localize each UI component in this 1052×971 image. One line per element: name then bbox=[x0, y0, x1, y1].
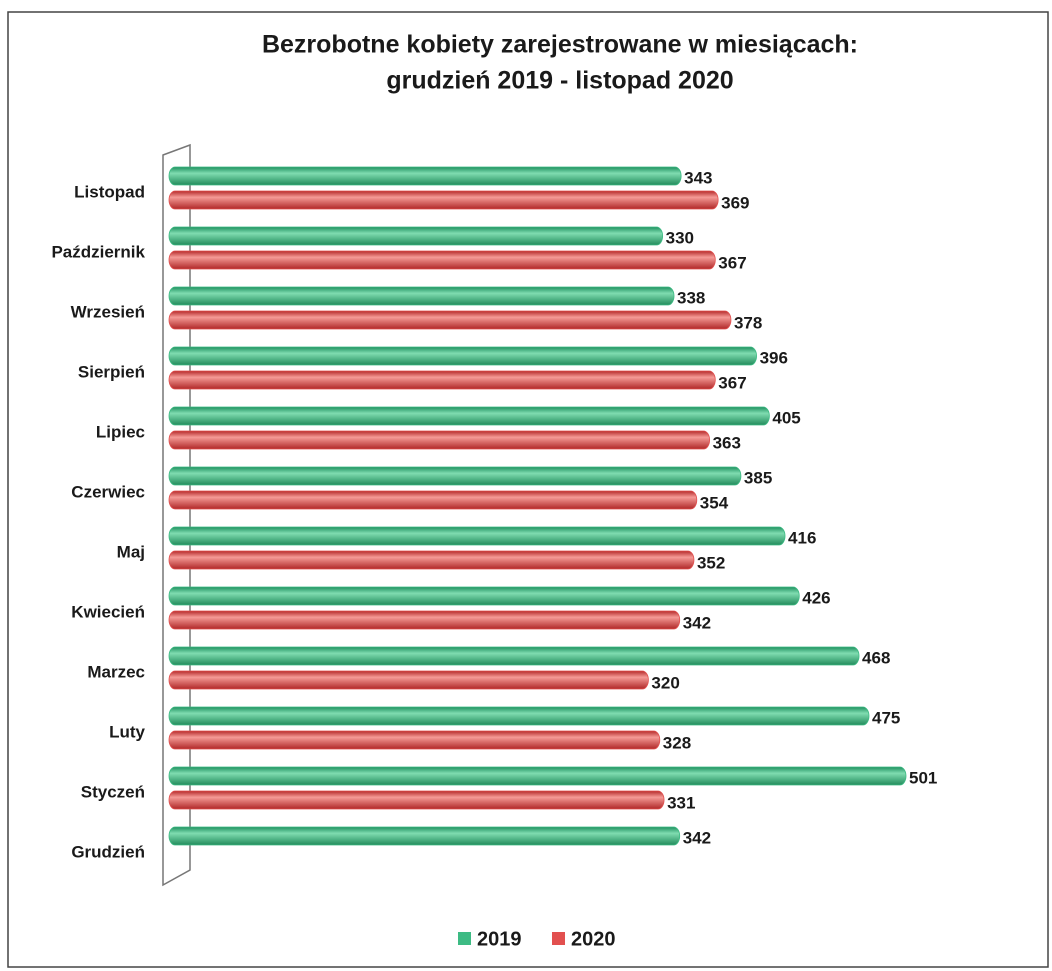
bar bbox=[168, 610, 681, 630]
axis-wall bbox=[162, 143, 191, 887]
bar bbox=[168, 430, 711, 450]
data-label: 367 bbox=[718, 373, 746, 392]
chart-border bbox=[7, 11, 1049, 968]
bar bbox=[168, 766, 907, 786]
bar bbox=[168, 586, 800, 606]
legend: 2019 2020 bbox=[458, 928, 616, 950]
data-label: 331 bbox=[667, 793, 695, 812]
chart-title: grudzień 2019 - listopad 2020 bbox=[386, 67, 733, 95]
y-tick-label: Styczeń bbox=[81, 782, 145, 801]
y-tick-label: Grudzień bbox=[71, 842, 145, 861]
y-tick-label: Lipiec bbox=[96, 422, 145, 441]
legend-swatch bbox=[458, 932, 471, 945]
data-label: 385 bbox=[744, 468, 772, 487]
data-label: 367 bbox=[718, 253, 746, 272]
bar bbox=[168, 466, 742, 486]
data-label: 338 bbox=[677, 288, 705, 307]
bar bbox=[168, 730, 661, 750]
bar bbox=[168, 226, 664, 246]
bar bbox=[168, 346, 757, 366]
bar bbox=[168, 490, 698, 510]
bar bbox=[168, 190, 719, 210]
data-label: 378 bbox=[734, 313, 762, 332]
y-tick-label: Luty bbox=[109, 722, 145, 741]
bar bbox=[168, 550, 695, 570]
data-label: 501 bbox=[909, 768, 937, 787]
bar bbox=[168, 370, 716, 390]
data-label: 320 bbox=[651, 673, 679, 692]
data-label: 369 bbox=[721, 193, 749, 212]
bar bbox=[168, 166, 682, 186]
data-label: 416 bbox=[788, 528, 816, 547]
data-label: 330 bbox=[666, 228, 694, 247]
bar bbox=[168, 670, 649, 690]
y-tick-label: Kwiecień bbox=[71, 602, 145, 621]
data-label: 396 bbox=[760, 348, 788, 367]
data-label: 475 bbox=[872, 708, 900, 727]
bar bbox=[168, 250, 716, 270]
y-tick-label: Maj bbox=[117, 542, 145, 561]
legend-label: 2019 bbox=[477, 928, 522, 950]
data-label: 363 bbox=[713, 433, 741, 452]
data-label: 354 bbox=[700, 493, 729, 512]
data-label: 405 bbox=[772, 408, 800, 427]
bar bbox=[168, 526, 786, 546]
data-label: 342 bbox=[683, 828, 711, 847]
data-label: 468 bbox=[862, 648, 890, 667]
bar bbox=[168, 826, 681, 846]
bar bbox=[168, 286, 675, 306]
bar bbox=[168, 790, 665, 810]
y-tick-label: Listopad bbox=[74, 182, 145, 201]
data-label: 352 bbox=[697, 553, 725, 572]
y-tick-label: Sierpień bbox=[78, 362, 145, 381]
bar bbox=[168, 706, 870, 726]
y-tick-label: Czerwiec bbox=[71, 482, 145, 501]
legend-swatch bbox=[552, 932, 565, 945]
data-label: 342 bbox=[683, 613, 711, 632]
y-tick-label: Październik bbox=[51, 242, 145, 261]
chart-title: Bezrobotne kobiety zarejestrowane w mies… bbox=[262, 31, 858, 59]
bar bbox=[168, 406, 770, 426]
data-label: 328 bbox=[663, 733, 691, 752]
bar bbox=[168, 646, 860, 666]
bar bbox=[168, 310, 732, 330]
legend-label: 2020 bbox=[571, 928, 616, 950]
y-tick-label: Wrzesień bbox=[71, 302, 145, 321]
data-label: 343 bbox=[684, 168, 712, 187]
y-tick-label: Marzec bbox=[87, 662, 145, 681]
data-label: 426 bbox=[802, 588, 830, 607]
plot: Listopad 343 369 Październik 330 367 Wrzesień 3… bbox=[51, 166, 937, 861]
